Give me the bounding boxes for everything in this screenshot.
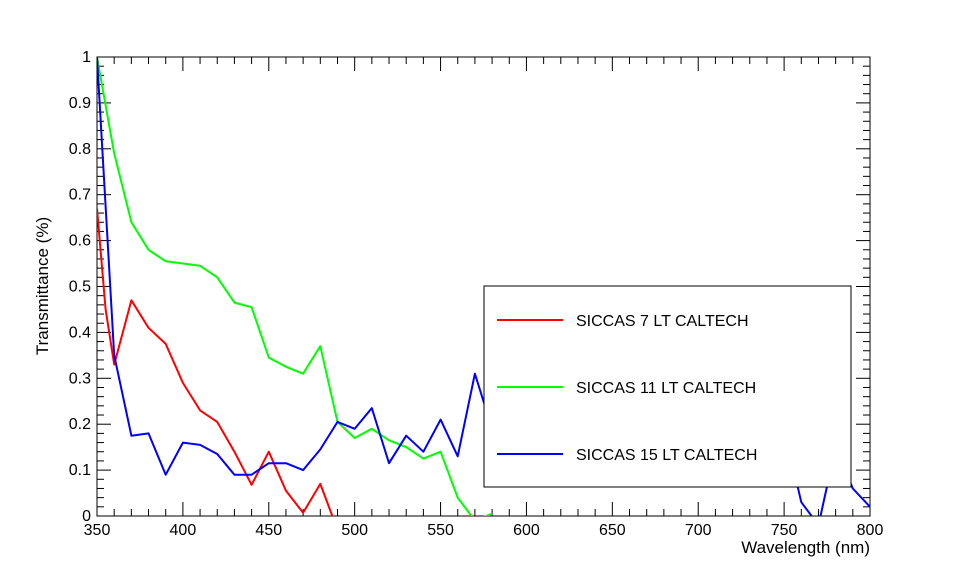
y-axis-title: Transmittance (%) (33, 217, 52, 355)
legend: SICCAS 7 LT CALTECH SICCAS 11 LT CALTECH S… (483, 285, 852, 488)
legend-label-3: SICCAS 15 LT CALTECH (576, 447, 757, 464)
y-tick-label: 0.6 (69, 233, 91, 250)
x-tick-label: 550 (427, 522, 454, 539)
x-tick-label: 450 (255, 522, 282, 539)
x-tick-label: 750 (771, 522, 798, 539)
series-line-2 (97, 57, 493, 516)
y-tick-label: 0.2 (69, 416, 91, 433)
x-axis-title: Wavelength (nm) (741, 538, 870, 557)
y-tick-label: 1 (82, 49, 91, 66)
y-tick-label: 0.7 (69, 187, 91, 204)
x-tick-label: 600 (513, 522, 540, 539)
series-line-1 (97, 208, 334, 516)
x-tick-label: 650 (599, 522, 626, 539)
y-tick-label: 0.9 (69, 95, 91, 112)
y-tick-label: 0 (82, 508, 91, 525)
x-tick-labels: 350 400 450 500 550 600 650 700 750 800 (84, 522, 884, 539)
y-tick-label: 0.4 (69, 324, 91, 341)
y-tick-label: 0.8 (69, 141, 91, 158)
y-tick-label: 0.5 (69, 279, 91, 296)
x-tick-label: 400 (170, 522, 197, 539)
x-tick-label: 700 (685, 522, 712, 539)
y-tick-label: 0.1 (69, 462, 91, 479)
x-tick-label: 350 (84, 522, 111, 539)
y-tick-labels: 0 0.1 0.2 0.3 0.4 0.5 0.6 0.7 0.8 0.9 1 (69, 49, 91, 525)
legend-label-1: SICCAS 7 LT CALTECH (576, 313, 749, 330)
x-tick-label: 500 (341, 522, 368, 539)
legend-label-2: SICCAS 11 LT CALTECH (576, 380, 756, 397)
y-tick-label: 0.3 (69, 370, 91, 387)
x-tick-label: 800 (857, 522, 884, 539)
